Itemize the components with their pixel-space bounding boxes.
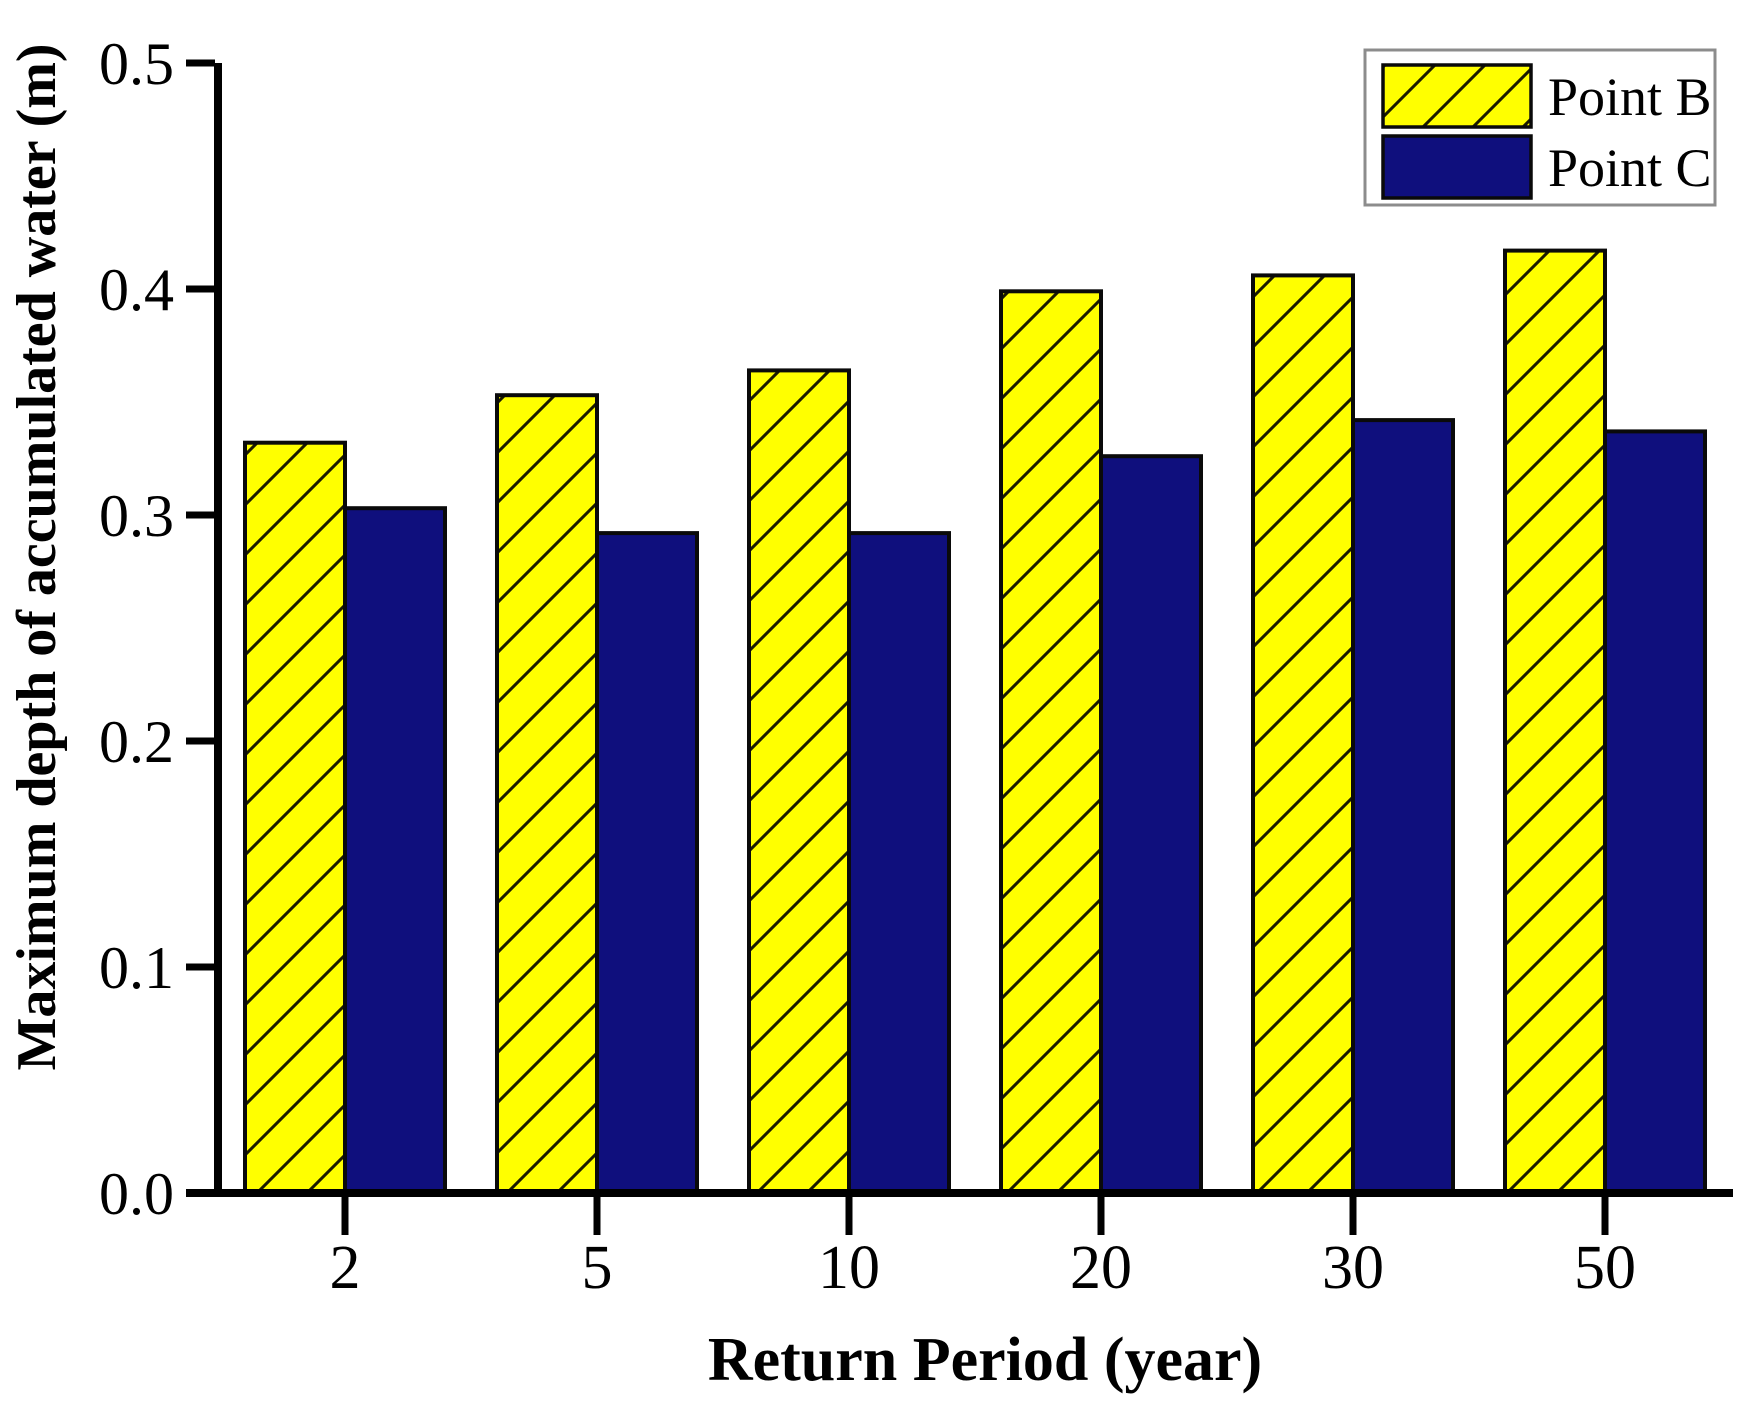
bar-point-b-50	[1503, 248, 1607, 1196]
legend-swatch-point-b	[1381, 63, 1533, 129]
axes-layer	[186, 63, 1733, 1197]
y-axis-title: Maximum depth of accumulated water (m)	[6, 43, 68, 1070]
bar-point-c-30	[1351, 418, 1455, 1196]
y-tick-label-0.3: 0.3	[99, 483, 174, 549]
bar-point-c-5	[595, 531, 699, 1195]
bar-point-b-5	[495, 393, 599, 1195]
y-tick-label-0.5: 0.5	[99, 31, 174, 97]
y-tick-label-0.4: 0.4	[99, 257, 174, 323]
bar-point-b-10	[747, 368, 851, 1195]
legend-label-point-b: Point B	[1548, 67, 1712, 127]
x-tick-label-5: 5	[582, 1234, 613, 1302]
x-axis-title: Return Period (year)	[708, 1326, 1262, 1394]
bar-point-c-20	[1099, 454, 1203, 1195]
x-tick-label-10: 10	[818, 1234, 880, 1302]
bar-point-c-2	[343, 506, 447, 1195]
legend: Point B Point C	[1363, 48, 1717, 207]
x-tick-label-50: 50	[1574, 1234, 1636, 1302]
x-tick-label-2: 2	[330, 1234, 361, 1302]
y-tick-label-0.0: 0.0	[99, 1161, 174, 1227]
x-tick-label-30: 30	[1322, 1234, 1384, 1302]
bars-layer	[243, 248, 1707, 1196]
legend-label-point-c: Point C	[1548, 138, 1712, 198]
legend-swatch-point-c	[1381, 134, 1533, 200]
bar-point-c-10	[847, 531, 951, 1195]
bar-point-b-20	[999, 289, 1103, 1195]
y-tick-label-0.2: 0.2	[99, 709, 174, 775]
x-tick-label-20: 20	[1070, 1234, 1132, 1302]
bar-point-c-50	[1603, 429, 1707, 1195]
ticks-layer: 0.0 0.1 0.2 0.3 0.4 0.5 2 5 10 20 30 50	[99, 31, 1636, 1302]
bar-point-b-2	[243, 440, 347, 1195]
bar-point-b-30	[1251, 273, 1355, 1195]
y-tick-label-0.1: 0.1	[99, 935, 174, 1001]
